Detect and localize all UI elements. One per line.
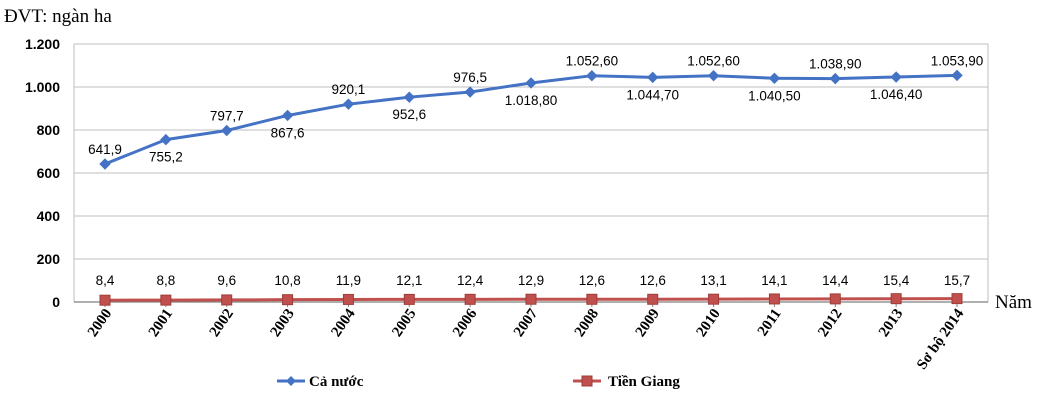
data-point [829,72,841,85]
x-tick-label: 2012 [815,306,845,340]
legend-marker [581,375,593,387]
legend-marker [286,376,296,386]
data-point [464,86,476,98]
data-label: 976,5 [453,70,487,85]
data-point [829,293,841,305]
y-tick-label: 1.200 [25,36,60,52]
data-point [707,69,720,82]
y-tick-label: 1.000 [25,79,60,95]
data-label: 920,1 [332,82,366,97]
data-point [768,293,780,305]
data-label: 1.052,60 [566,54,619,69]
x-tick-label: 2001 [146,306,176,340]
data-label: 1.053,90 [931,53,984,68]
data-point [647,293,659,305]
data-point [160,133,172,146]
x-tick-label: 2003 [268,306,298,340]
data-label: 1.052,60 [687,54,740,69]
data-label: 12,6 [579,273,605,288]
data-label: 8,4 [96,273,115,288]
data-label: 1.038,90 [809,57,862,72]
data-label: 15,4 [883,273,910,288]
data-label: 952,6 [392,107,426,122]
x-axis: 2000 2001 2002 2003 2004 2005 2006 2007 2008 2009… [74,301,988,373]
gridlines [74,43,988,260]
data-point [525,77,537,89]
data-label: 12,1 [396,273,422,288]
x-axis-title: Năm [995,292,1032,313]
data-point [768,72,781,84]
data-label: 8,8 [156,273,175,288]
data-point [282,294,294,306]
y-tick-label: 0 [52,294,60,310]
y-tick-label: 200 [37,251,61,267]
data-label: 9,6 [217,273,236,288]
data-label: 12,9 [518,273,544,288]
data-label: 867,6 [271,125,305,140]
data-label: 641,9 [88,142,122,157]
data-point [951,69,963,82]
y-axis: 0 200 400 600 800 1.000 1.200 [25,36,989,310]
data-point [99,158,111,170]
data-label: 12,6 [640,273,666,288]
x-tick-label: 2002 [207,306,237,340]
data-point [464,293,476,305]
data-label: 797,7 [210,108,244,123]
y-tick-label: 600 [37,165,61,181]
x-tick-label: 2009 [633,306,663,340]
data-point [890,71,902,83]
data-label: 10,8 [274,273,300,288]
x-tick-label: 2007 [511,306,542,340]
data-point [221,294,233,306]
data-point [403,91,415,103]
data-label: 12,4 [457,273,484,288]
unit-label: ĐVT: ngàn ha [4,6,112,27]
data-point [586,69,598,82]
y-tick-label: 400 [37,208,61,224]
data-label: 15,7 [944,273,970,288]
data-labels: 641,9 755,2 797,7 867,6 920,1 952,6 976,5 1.018… [88,53,983,288]
x-tick-label: 2008 [572,306,602,340]
data-point [221,124,233,137]
data-label: 1.044,70 [626,87,679,102]
data-label: 1.018,80 [505,93,558,108]
x-tick-label: Sơ bộ 2014 [914,306,968,373]
data-point [342,293,354,305]
x-tick-label: 2005 [389,306,419,340]
data-point [890,293,902,305]
x-tick-label: 2010 [694,306,724,340]
x-tick-label: 2011 [755,306,785,339]
data-point [99,294,111,306]
legend-label: Cả nước [309,374,364,390]
data-point [281,109,294,122]
data-point [342,98,355,110]
data-label: 13,1 [700,273,726,288]
data-label: 1.046,40 [870,87,923,102]
x-tick-label: 2006 [450,306,481,340]
x-tick-label: 2013 [876,306,906,340]
y-tick-label: 800 [37,122,61,138]
data-label: 11,9 [336,273,361,288]
x-tick-label: 2000 [85,306,115,340]
data-label: 1.040,50 [748,88,801,103]
data-label: 755,2 [149,150,183,165]
series-layer [99,69,963,306]
data-label: 14,4 [822,273,849,288]
data-point [586,293,598,305]
legend-label: Tiền Giang [608,374,680,390]
legend: Cả nước Tiền Giang [277,374,680,390]
data-point [951,293,963,305]
data-point [647,71,659,84]
data-point [160,294,172,306]
data-label: 14,1 [761,273,787,288]
data-point [525,293,537,305]
data-point [403,293,415,305]
data-point [708,293,720,305]
x-tick-label: 2004 [328,306,359,340]
